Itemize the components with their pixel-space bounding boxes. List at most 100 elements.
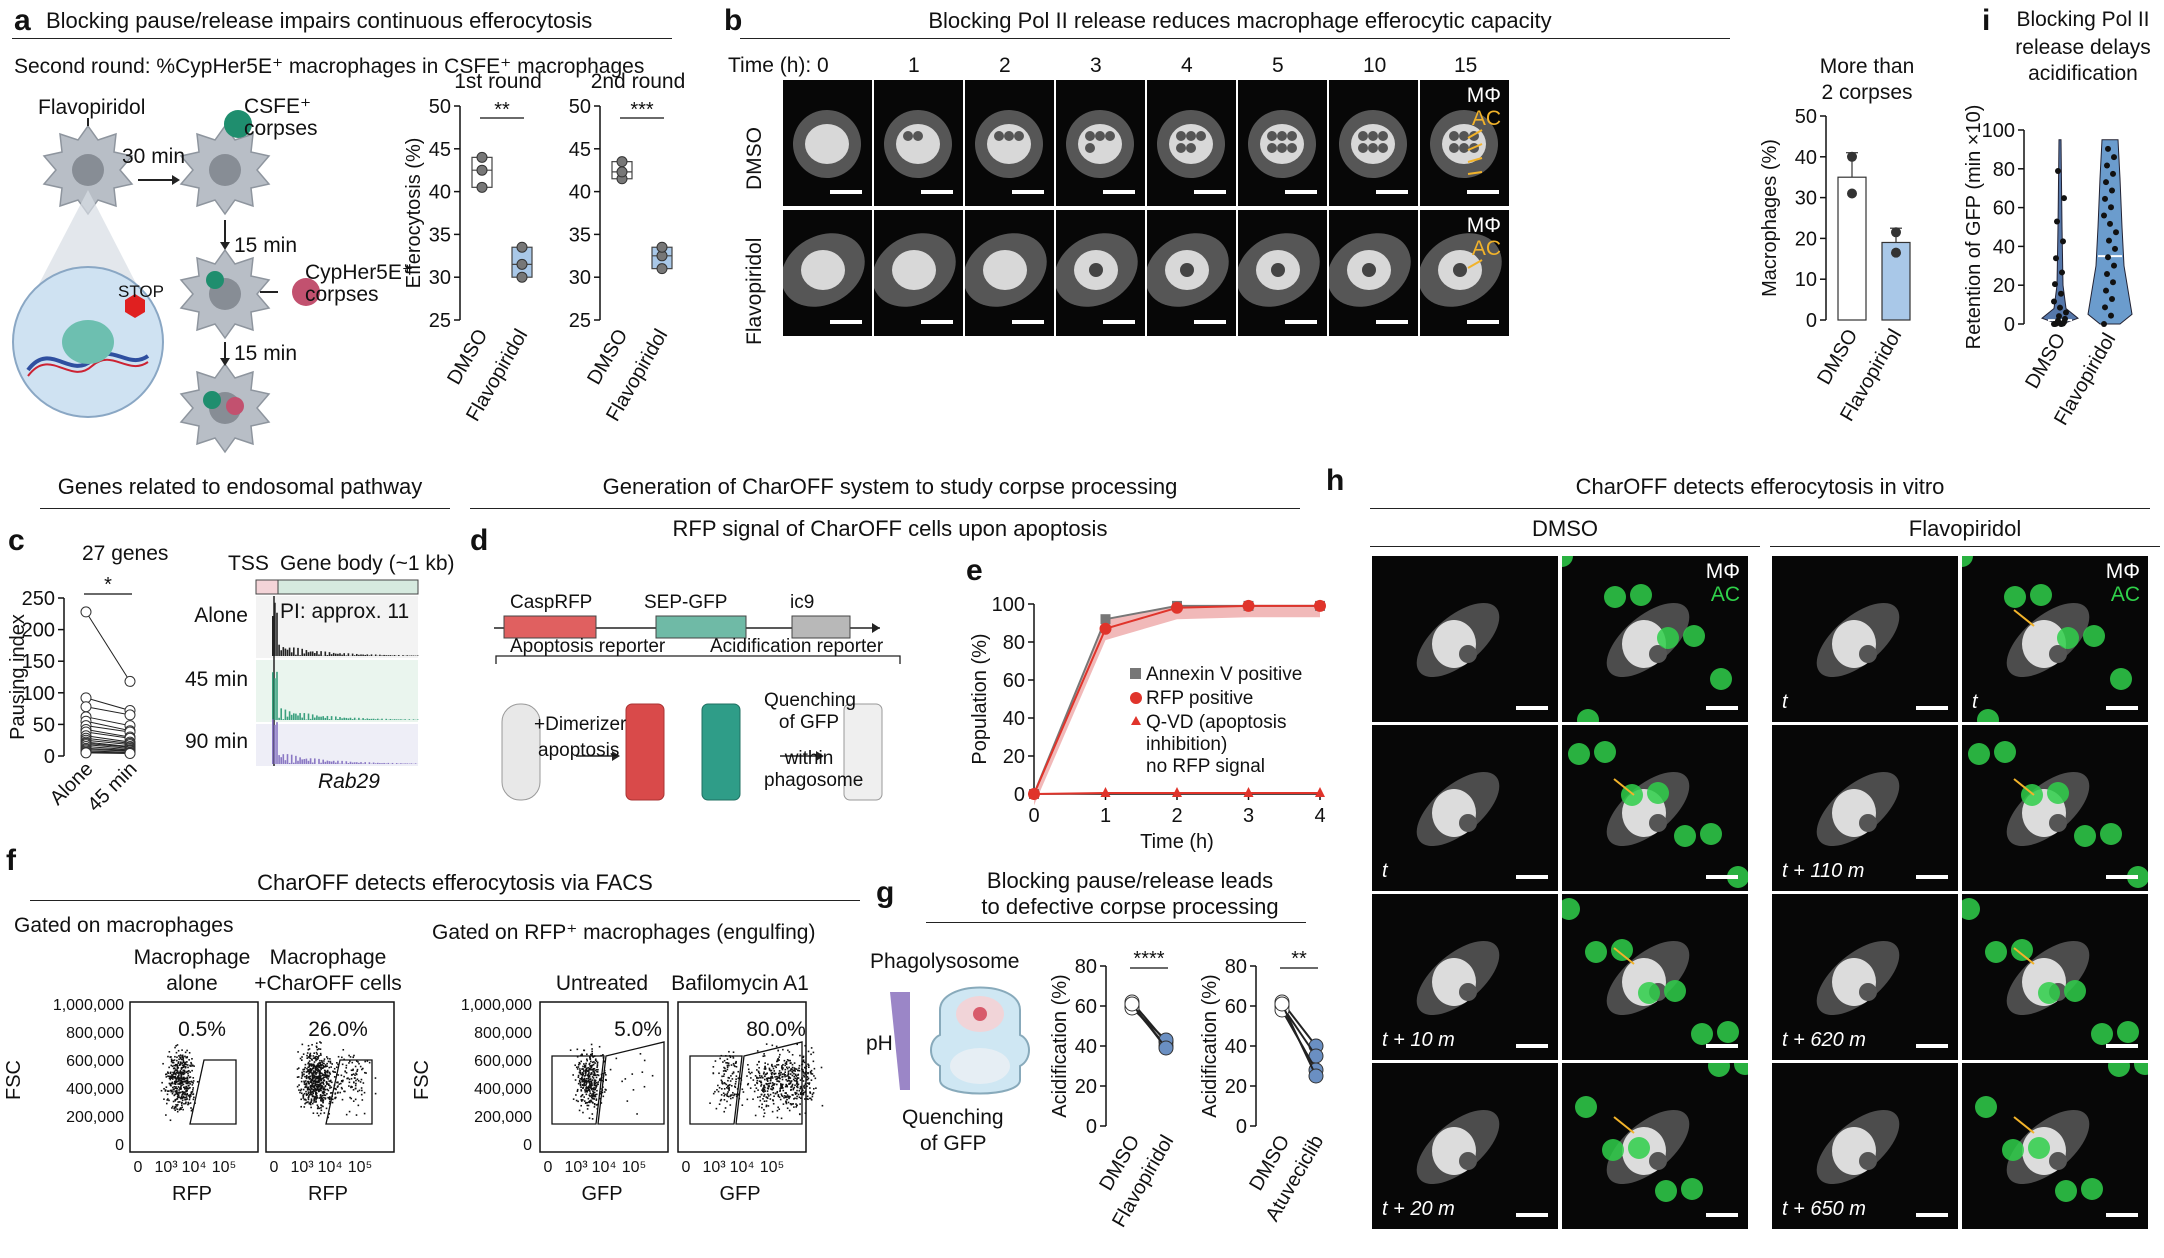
coverage-bar [353, 717, 356, 720]
scale-bar [921, 320, 953, 324]
facs-event [322, 1087, 325, 1090]
coverage-bar [309, 718, 312, 720]
facs-event [789, 1059, 791, 1062]
facs-event [310, 1093, 312, 1095]
facs-event [172, 1059, 175, 1062]
facs-event [729, 1104, 732, 1106]
facs-event [594, 1058, 597, 1061]
facs-event [341, 1080, 344, 1083]
h-micrograph: t + 20 m [1372, 1063, 1558, 1229]
coverage-bar [305, 719, 308, 720]
facs-event [581, 1073, 584, 1076]
facs-event [298, 1089, 300, 1091]
facs-event [180, 1071, 182, 1073]
panel-label-g: g [876, 876, 895, 909]
facs-event [352, 1069, 354, 1072]
coverage-bar [290, 754, 293, 764]
facs-event [176, 1110, 179, 1113]
scale-bar [1916, 875, 1948, 879]
h-micrograph: t [1372, 725, 1558, 891]
facs-event [368, 1061, 371, 1064]
facs-event [765, 1043, 768, 1045]
facs-event [337, 1085, 339, 1087]
facs-event [318, 1074, 321, 1076]
facs-event [584, 1072, 587, 1075]
facs-event [176, 1067, 179, 1069]
facs-event [588, 1074, 591, 1077]
facs-event [312, 1067, 314, 1070]
facs-event [323, 1060, 325, 1062]
facs-event [586, 1089, 588, 1092]
coverage-bar [347, 718, 350, 720]
facs-event [796, 1081, 798, 1084]
coverage-bar [351, 762, 354, 764]
facs-event [795, 1075, 798, 1077]
facs-event [799, 1079, 802, 1081]
facs-event [585, 1089, 587, 1092]
facs-event [188, 1087, 190, 1089]
facs-event [315, 1075, 317, 1078]
facs-event [318, 1090, 321, 1092]
facs-event [327, 1075, 330, 1078]
facs-event [340, 1074, 343, 1077]
facs-event [590, 1072, 593, 1074]
facs-event [588, 1082, 591, 1084]
facs-event [338, 1083, 341, 1085]
facs-event [321, 1067, 324, 1070]
data-point [2058, 290, 2064, 297]
facs-event [803, 1072, 805, 1074]
facs-event [311, 1095, 314, 1098]
facs-event [171, 1086, 174, 1089]
facs-event [328, 1066, 331, 1069]
facs-event [796, 1078, 798, 1081]
facs-event [189, 1065, 192, 1067]
facs-event [763, 1071, 765, 1074]
coverage-bar [295, 755, 297, 764]
data-point [2055, 317, 2061, 324]
pair-line [85, 720, 131, 732]
facs-event [366, 1060, 369, 1062]
data-point [2053, 255, 2059, 262]
marker [1172, 787, 1182, 798]
data-point [2112, 245, 2118, 252]
facs-event [310, 1106, 312, 1109]
facs-event [304, 1098, 306, 1101]
facs-event [581, 1068, 584, 1070]
facs-event [341, 1063, 344, 1066]
facs-event [352, 1089, 355, 1091]
facs-event [177, 1049, 180, 1052]
coverage-bar [299, 655, 301, 656]
facs-event [187, 1101, 190, 1104]
facs-event [304, 1075, 306, 1078]
coverage-bar [288, 647, 291, 656]
facs-event [317, 1066, 319, 1068]
facs-event [307, 1076, 310, 1079]
facs-event [165, 1102, 168, 1105]
coverage-bar [284, 760, 287, 764]
x-tick-label: 10⁴ [592, 1159, 617, 1176]
facs-event [181, 1080, 184, 1083]
pair-line [85, 706, 131, 716]
y-tick-label: 50 [1795, 106, 1817, 128]
facs-event [756, 1063, 759, 1066]
facs-event [762, 1091, 765, 1093]
facs-event [297, 1076, 300, 1078]
facs-event [770, 1069, 773, 1072]
facs-event [718, 1103, 721, 1105]
coverage-bar [395, 719, 398, 720]
facs-event [597, 1081, 600, 1083]
coverage-bar [339, 653, 341, 656]
scale-bar [1376, 190, 1408, 194]
facs-event [323, 1076, 326, 1079]
facs-event [782, 1103, 785, 1105]
facs-event [757, 1071, 760, 1073]
scale-bar [1376, 320, 1408, 324]
facs-event [182, 1073, 185, 1076]
facs-event [805, 1074, 808, 1076]
b-micrograph-dmso-3 [1056, 80, 1145, 206]
facs-event [572, 1098, 575, 1100]
facs-event [741, 1104, 744, 1106]
facs-event [588, 1094, 591, 1096]
facs-event [182, 1069, 185, 1072]
